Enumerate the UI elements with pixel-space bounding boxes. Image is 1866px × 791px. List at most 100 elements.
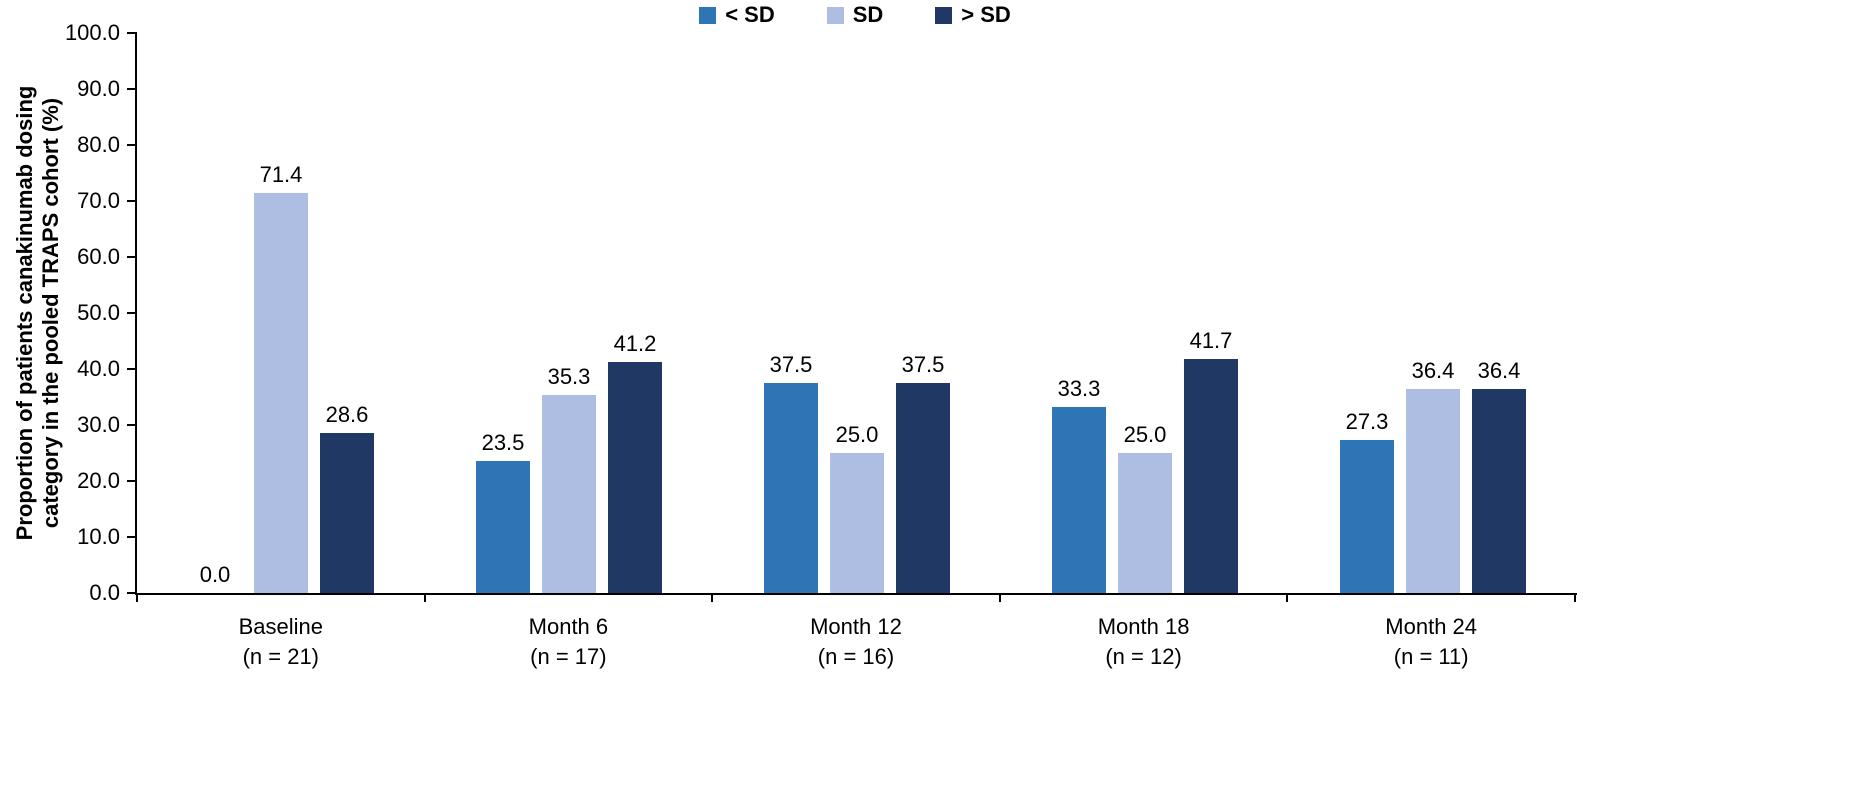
bar-wrap: 27.3 xyxy=(1340,33,1394,593)
bar-value-label: 41.7 xyxy=(1189,328,1233,354)
y-tick-label: 70.0 xyxy=(77,188,120,213)
x-tick-mark xyxy=(1574,595,1576,602)
bar-wrap: 37.5 xyxy=(896,33,950,593)
y-tick-mark xyxy=(127,592,137,594)
bar-value-label: 28.6 xyxy=(325,401,369,427)
x-tick-mark xyxy=(136,595,138,602)
y-tick-mark xyxy=(127,32,137,34)
y-tick-mark xyxy=(127,312,137,314)
bar-wrap: 71.4 xyxy=(254,33,308,593)
bar xyxy=(254,193,308,593)
y-tick-label: 10.0 xyxy=(77,524,120,549)
bar xyxy=(830,453,884,593)
category-sublabel: (n = 12) xyxy=(1105,644,1182,669)
bar-value-label: 25.0 xyxy=(1123,422,1167,447)
legend-label: < SD xyxy=(725,2,775,27)
bar xyxy=(1406,389,1460,593)
bar xyxy=(320,432,374,593)
category-sublabel: (n = 11) xyxy=(1393,644,1469,669)
y-tick-mark xyxy=(127,88,137,90)
bar-wrap: 37.5 xyxy=(764,33,818,593)
bar xyxy=(1052,406,1106,593)
x-axis-category: Baseline (n = 21) xyxy=(137,612,425,672)
legend-item: > SD xyxy=(935,2,1011,28)
y-tick-label: 100.0 xyxy=(64,20,120,45)
category-label: Month 24 xyxy=(1385,614,1478,639)
bar-group: 27.3 36.4 36.4 xyxy=(1289,33,1577,593)
x-axis-category: Month 18 (n = 12) xyxy=(1000,612,1288,672)
x-axis-ticks xyxy=(136,595,1576,602)
x-axis-category: Month 6 (n = 17) xyxy=(425,612,713,672)
bar-value-label: 27.3 xyxy=(1345,409,1389,435)
y-tick-label: 80.0 xyxy=(77,132,120,157)
legend-swatch-icon xyxy=(699,6,717,24)
bar-value-label: 37.5 xyxy=(769,352,813,377)
bar-wrap: 28.6 xyxy=(320,33,374,593)
bar-value-label: 25.0 xyxy=(835,422,879,447)
bar-wrap: 25.0 xyxy=(1118,33,1172,593)
x-axis-category: Month 12 (n = 16) xyxy=(712,612,1000,672)
y-tick-mark xyxy=(127,144,137,146)
y-tick-label: 30.0 xyxy=(77,412,120,437)
bar xyxy=(764,383,818,593)
bar-group: 37.5 25.0 37.5 xyxy=(713,33,1001,593)
legend-swatch-icon xyxy=(935,6,953,24)
bar xyxy=(896,383,950,593)
y-tick-mark xyxy=(127,200,137,202)
y-tick-mark xyxy=(127,536,137,538)
bar-wrap: 25.0 xyxy=(830,33,884,593)
bar xyxy=(476,461,530,593)
bar xyxy=(1472,389,1526,593)
bar-wrap: 36.4 xyxy=(1472,33,1526,593)
category-label: Baseline xyxy=(238,614,323,639)
x-tick-mark xyxy=(1286,595,1289,602)
y-tick-label: 0.0 xyxy=(89,580,120,605)
bar-value-label: 71.4 xyxy=(259,162,303,188)
bar-value-label: 23.5 xyxy=(481,430,525,456)
bar-value-label: 33.3 xyxy=(1057,375,1101,401)
x-tick-mark xyxy=(998,595,1001,602)
y-tick-label: 40.0 xyxy=(77,356,120,381)
legend-swatch-icon xyxy=(826,6,844,24)
bar xyxy=(1184,359,1238,593)
bar-wrap: 41.2 xyxy=(608,33,662,593)
bar-groups: 0.0 71.4 28.6 23.5 35.3 41.2 37.5 25.0 37.5 33.3 2… xyxy=(137,33,1577,593)
bar-wrap: 36.4 xyxy=(1406,33,1460,593)
y-tick-label: 60.0 xyxy=(77,244,120,269)
y-tick-label: 50.0 xyxy=(77,300,120,325)
x-tick-mark xyxy=(711,595,714,602)
bar-value-label: 0.0 xyxy=(199,562,231,587)
category-sublabel: (n = 16) xyxy=(817,644,895,669)
y-tick-mark xyxy=(127,256,137,258)
bar-value-label: 41.2 xyxy=(613,331,657,357)
category-label: Month 18 xyxy=(1097,614,1190,639)
bar xyxy=(1118,453,1172,593)
category-label: Month 12 xyxy=(810,614,902,639)
legend-item: SD xyxy=(826,2,884,28)
legend-label: SD xyxy=(852,2,884,27)
bar-group: 0.0 71.4 28.6 xyxy=(137,33,425,593)
bar-value-label: 37.5 xyxy=(901,352,945,377)
legend-label: > SD xyxy=(961,2,1011,27)
bar-value-label: 36.4 xyxy=(1477,358,1521,384)
category-sublabel: (n = 21) xyxy=(242,644,320,669)
y-tick-label: 90.0 xyxy=(77,76,120,101)
bar-value-label: 36.4 xyxy=(1411,358,1455,384)
bar xyxy=(1340,440,1394,593)
x-axis-category: Month 24 (n = 11) xyxy=(1287,612,1575,672)
category-label: Month 6 xyxy=(528,614,609,639)
bar-wrap: 35.3 xyxy=(542,33,596,593)
bar-value-label: 35.3 xyxy=(547,364,591,390)
chart-legend: < SD SD > SD xyxy=(135,2,1575,28)
legend-item: < SD xyxy=(699,2,775,28)
bar-wrap: 41.7 xyxy=(1184,33,1238,593)
x-axis-labels: Baseline (n = 21) Month 6 (n = 17) Month 12 (… xyxy=(137,612,1575,672)
y-tick-mark xyxy=(127,368,137,370)
y-tick-mark xyxy=(127,424,137,426)
y-tick-mark xyxy=(127,480,137,482)
bar-wrap: 0.0 xyxy=(188,33,242,593)
bar-wrap: 33.3 xyxy=(1052,33,1106,593)
bar-group: 33.3 25.0 41.7 xyxy=(1001,33,1289,593)
bar xyxy=(608,362,662,593)
